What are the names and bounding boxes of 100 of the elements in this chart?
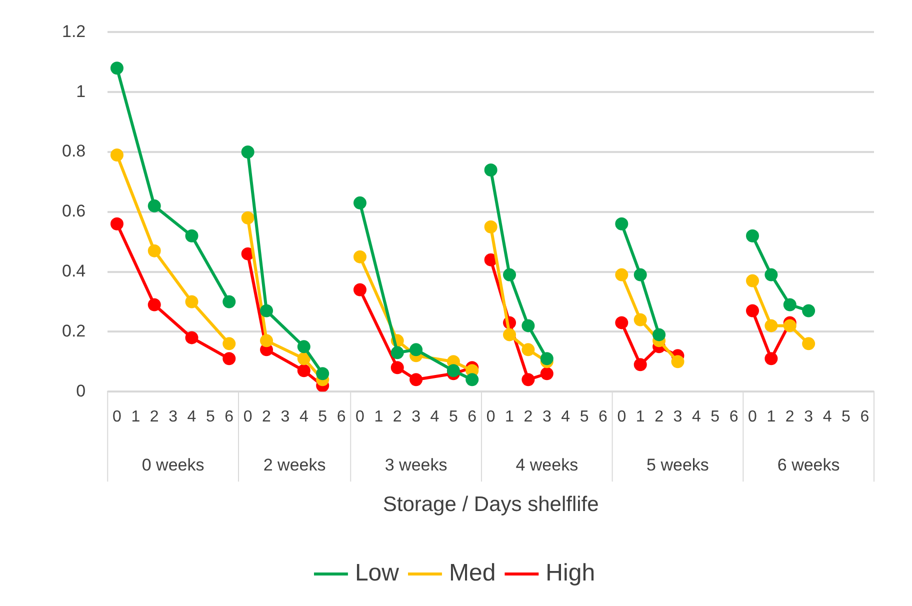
x-tick-label: 4 [299,408,308,426]
point [353,196,366,210]
point [634,313,647,326]
point [615,268,628,282]
y-tick-label: 0 [76,381,86,400]
x-tick-label: 3 [412,408,421,426]
y-tick-label: 0.2 [62,321,86,340]
point [802,304,816,318]
x-tick-label: 6 [598,408,608,426]
x-tick-label: 1 [766,408,776,426]
point [353,250,366,264]
x-tick-label: 0 [243,408,252,426]
point [297,340,310,354]
point [746,304,760,318]
point [484,163,498,176]
point [783,319,796,332]
point [615,217,628,230]
point [764,319,778,332]
point [390,361,404,374]
point [503,328,516,342]
point [222,295,236,308]
point [540,352,554,366]
legend-label: Low [354,560,400,587]
x-tick-label: 5 [580,408,589,426]
x-tick-label: 0 [486,408,496,426]
point [148,298,161,312]
point [503,268,516,282]
x-tick-label: 5 [710,408,720,426]
point [297,352,310,366]
x-tick-label: 4 [430,408,440,426]
point [446,364,460,378]
legend-label: High [546,560,596,587]
x-tick-label: 3 [673,408,682,426]
x-tick-label: 2 [785,408,794,426]
y-tick-label: 1 [76,82,86,101]
point [466,373,479,386]
x-tick-label: 6 [336,408,346,426]
x-tick-label: 2 [150,408,159,426]
x-tick-label: 4 [822,408,832,426]
x-tick-label: 4 [692,408,701,426]
point [260,304,274,318]
point [316,367,330,380]
point [390,346,404,360]
point [148,199,161,212]
x-tick-label: 6 [729,408,738,426]
text: 6 weeks [777,455,840,474]
point [110,62,124,75]
x-tick-label: 1 [131,408,140,426]
x-tick-label: 3 [280,408,290,426]
x-tick-label: 1 [636,408,645,426]
point [764,268,778,282]
point [353,283,366,296]
x-tick-label: 0 [748,408,758,426]
text: 3 weeks [384,455,448,474]
y-tick-label: 0.4 [62,261,86,280]
point [185,229,198,242]
text: 2 weeks [263,455,326,474]
x-tick-label: 4 [561,408,570,426]
x-tick-label: 6 [860,408,870,426]
x-tick-label: 2 [392,408,402,426]
text: 4 weeks [516,455,578,474]
point [148,244,161,258]
point [484,220,498,234]
x-tick-label: 1 [505,408,514,426]
x-axis-title: Storage / Days shelflife [382,493,599,516]
x-tick-label: 6 [224,408,234,426]
point [110,217,124,230]
point [241,211,254,224]
x-tick-label: 2 [262,408,272,426]
point [802,337,816,350]
point [185,295,198,308]
point [260,334,274,348]
x-tick-label: 1 [374,408,384,426]
point [185,331,198,344]
point [297,364,310,378]
y-tick-label: 0.8 [62,142,86,161]
point [522,319,535,332]
point [410,373,423,386]
x-tick-label: 6 [468,408,477,426]
x-tick-label: 0 [356,408,365,426]
point [522,373,535,386]
point [540,367,554,380]
point [484,253,498,266]
point [764,352,778,366]
x-tick-label: 5 [318,408,328,426]
x-tick-label: 3 [804,408,814,426]
x-tick-label: 0 [112,408,122,426]
point [634,268,647,282]
point [222,352,236,366]
point [522,343,535,356]
point [410,343,423,356]
legend-label: Med [448,560,496,587]
point [746,274,760,288]
x-tick-label: 0 [617,408,626,426]
x-tick-label: 5 [206,408,215,426]
x-tick-label: 5 [448,408,458,426]
point [634,358,647,372]
point [783,298,796,312]
x-tick-label: 4 [187,408,196,426]
point [746,229,760,242]
